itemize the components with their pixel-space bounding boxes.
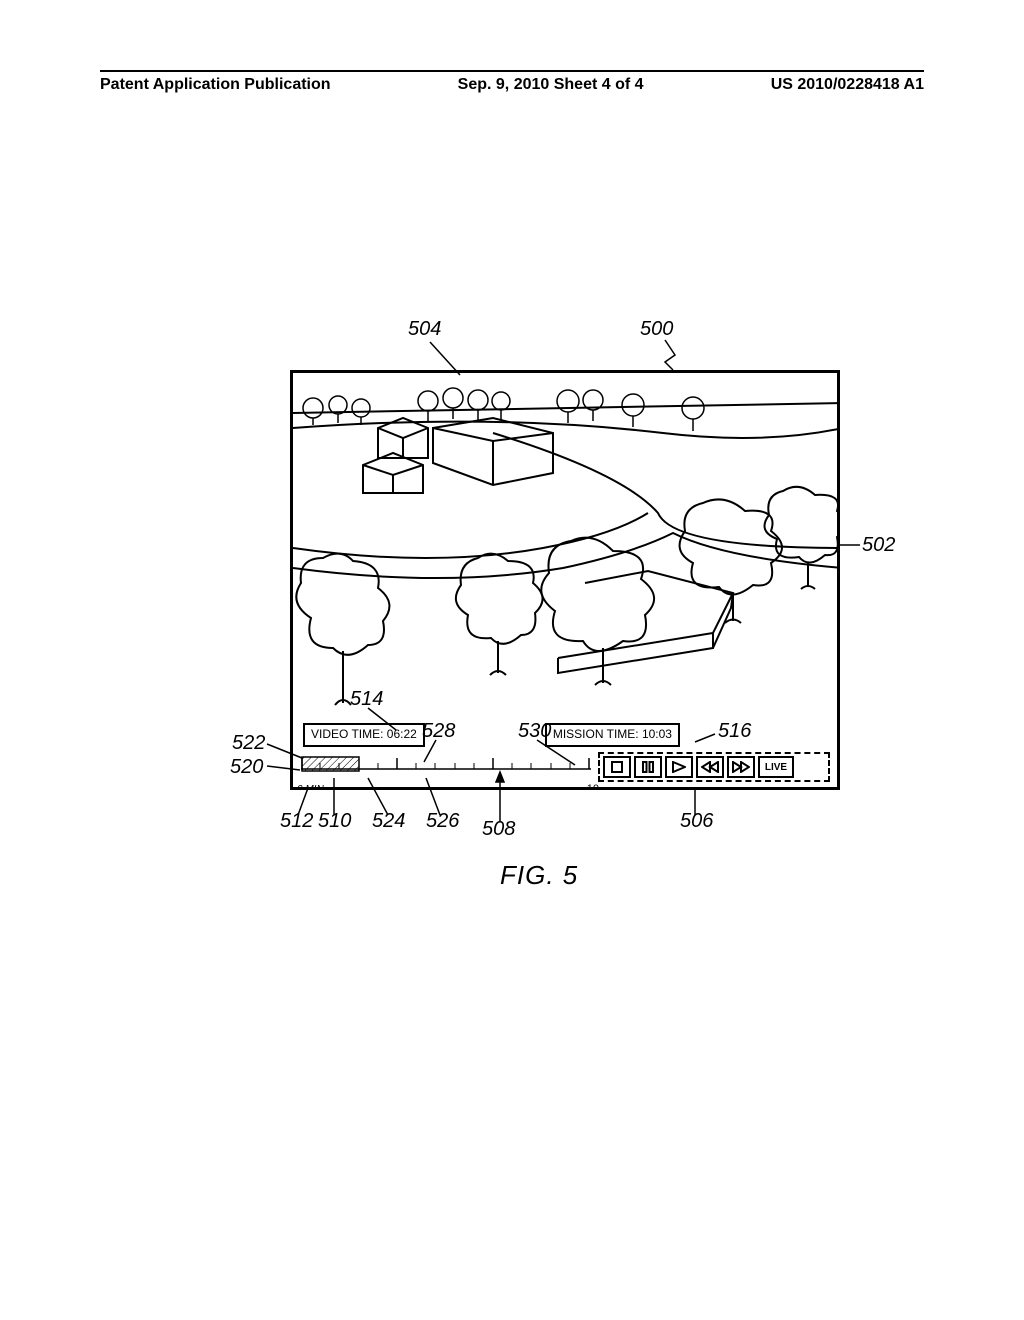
ref-504: 504 — [408, 318, 441, 341]
ref-510: 510 — [318, 810, 351, 833]
ref-514: 514 — [350, 688, 383, 711]
ref-508: 508 — [482, 818, 515, 841]
header-center: Sep. 9, 2010 Sheet 4 of 4 — [458, 76, 644, 94]
ref-530: 530 — [518, 720, 551, 743]
header-right: US 2010/0228418 A1 — [771, 76, 924, 94]
figure-caption: FIG. 5 — [500, 860, 578, 891]
ref-526: 526 — [426, 810, 459, 833]
ref-522: 522 — [232, 732, 265, 755]
header-left: Patent Application Publication — [100, 76, 331, 94]
ref-524: 524 — [372, 810, 405, 833]
ref-512: 512 — [280, 810, 313, 833]
ref-528: 528 — [422, 720, 455, 743]
page-header: Patent Application Publication Sep. 9, 2… — [100, 70, 924, 94]
figure-5: VIDEO TIME: 06:22 MISSION TIME: 10:03 — [120, 300, 920, 1000]
ref-520: 520 — [230, 756, 263, 779]
ref-516: 516 — [718, 720, 751, 743]
ref-500: 500 — [640, 318, 673, 341]
ref-502: 502 — [862, 534, 895, 557]
ref-506: 506 — [680, 810, 713, 833]
